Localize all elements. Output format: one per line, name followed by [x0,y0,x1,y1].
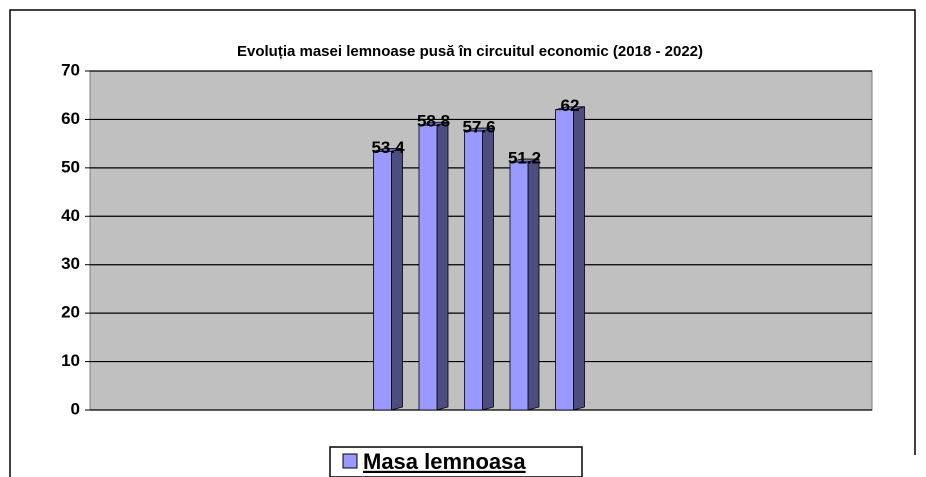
bar-side [527,158,540,411]
data-label: 57.6 [462,118,495,137]
data-label: 62 [561,96,580,115]
bar-side [436,121,449,411]
y-tick-label: 70 [61,60,80,79]
bar [464,127,494,411]
data-label: 58.8 [417,112,450,131]
bar [418,121,449,411]
bar [509,158,540,411]
bar-front [373,150,392,411]
y-tick-label: 50 [61,157,80,176]
data-label: 51.2 [508,149,541,168]
legend-label: Masa lemnoasa [363,449,526,474]
legend [329,446,583,477]
bar-side [573,106,585,411]
y-tick-label: 10 [61,351,80,370]
bar-side [391,147,403,411]
y-tick-label: 0 [71,399,80,418]
y-tick-label: 40 [61,206,80,225]
y-tick-label: 60 [61,109,80,128]
data-label: 53.4 [371,138,405,157]
bar-front [418,124,438,411]
bar [373,147,403,411]
bar-front [509,161,529,411]
frame [9,9,916,477]
legend-swatch [342,453,358,469]
chart-title: Evoluția masei lemnoase pusă în circuitu… [237,43,703,60]
y-tick-label: 20 [61,303,80,322]
bar-front [555,109,574,411]
bar-side [482,127,494,411]
bar-front [464,130,483,411]
y-tick-label: 30 [61,254,80,273]
bar [555,106,585,411]
